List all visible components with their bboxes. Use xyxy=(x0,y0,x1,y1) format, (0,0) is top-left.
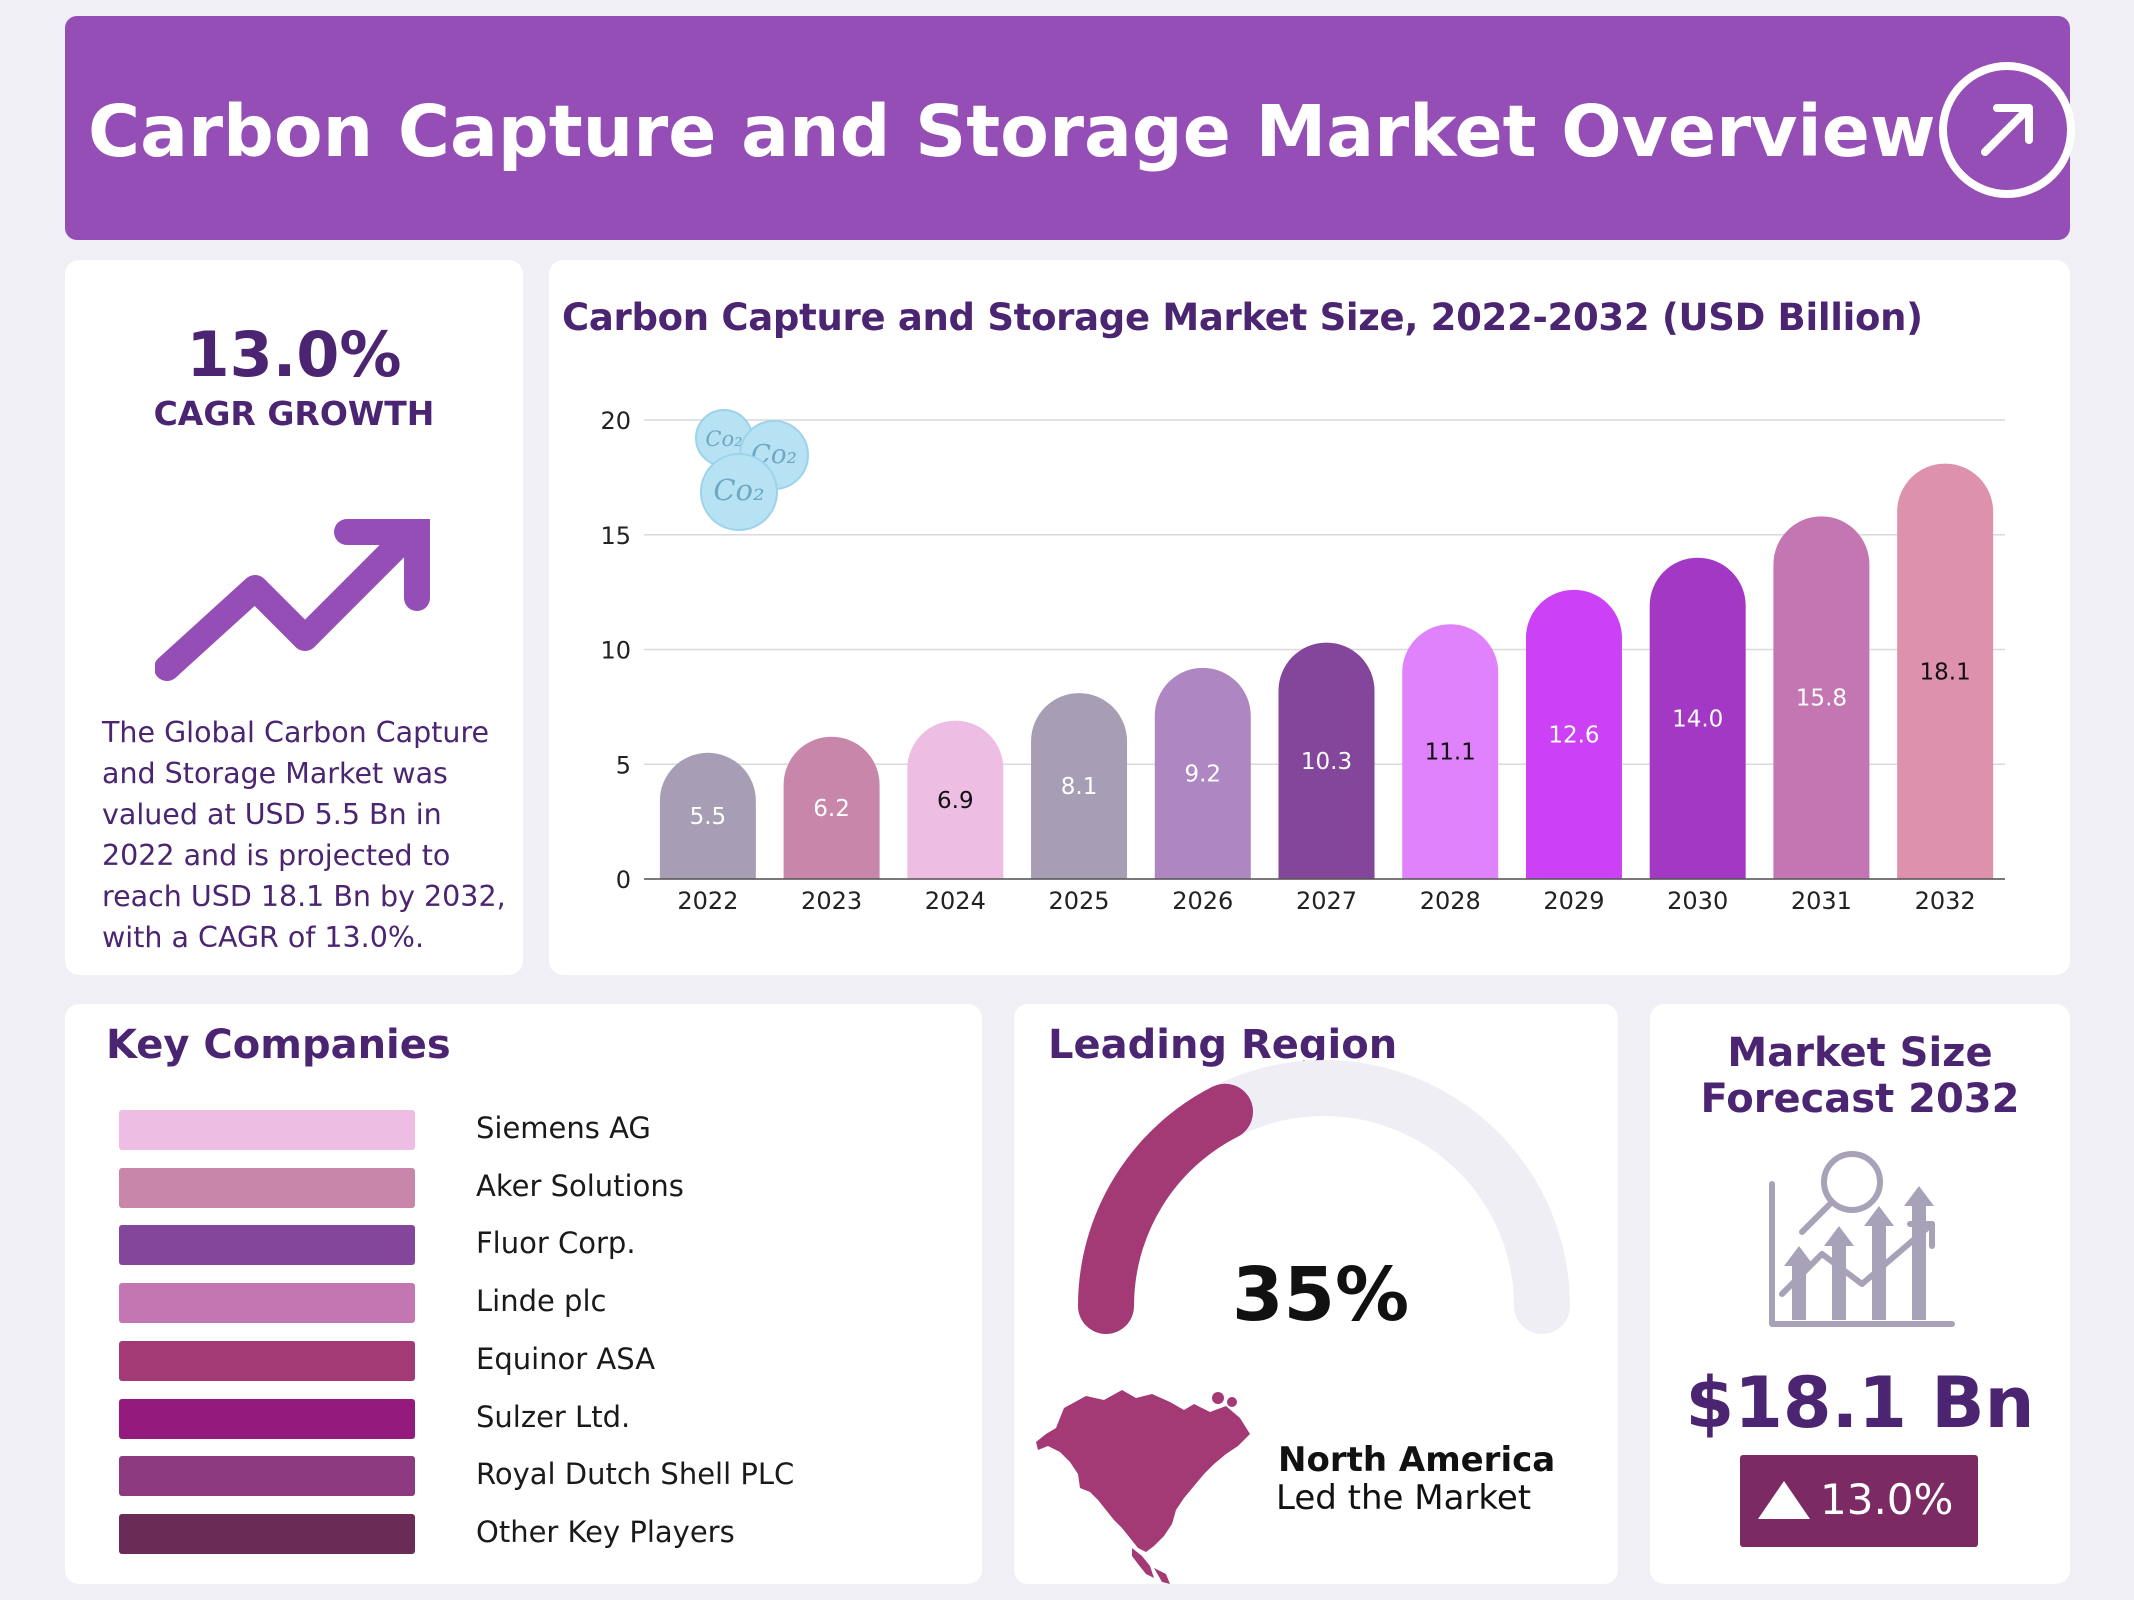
company-color-bar xyxy=(119,1340,415,1381)
company-color-bar xyxy=(119,1456,415,1497)
x-tick-label: 2030 xyxy=(1667,887,1728,915)
bubble-glyph: Co₂ xyxy=(713,473,764,507)
company-name: Equinor ASA xyxy=(476,1341,656,1376)
bar-value-label: 10.3 xyxy=(1301,749,1352,775)
bar-2022 xyxy=(659,752,756,879)
cagr-value: 13.0% xyxy=(186,318,402,391)
region-gauge xyxy=(1036,1060,1570,1584)
y-tick-label: 5 xyxy=(616,751,631,779)
growth-badge: 13.0% xyxy=(1740,1455,1978,1547)
north-america-map-icon xyxy=(1036,1390,1250,1584)
y-tick-label: 15 xyxy=(600,522,631,550)
key-companies-title: Key Companies xyxy=(106,1022,451,1068)
bar-2030 xyxy=(1649,557,1746,879)
company-name: Other Key Players xyxy=(476,1514,735,1549)
region-name: North America xyxy=(1278,1440,1556,1480)
cagr-description: The Global Carbon Capture and Storage Ma… xyxy=(102,716,506,954)
bar-value-label: 14.0 xyxy=(1672,706,1723,732)
x-tick-label: 2032 xyxy=(1915,887,1976,915)
forecast-value: $18.1 Bn xyxy=(1685,1362,2035,1444)
arrow-up-right-icon[interactable] xyxy=(1937,60,2077,200)
forecast-title: Market Size Forecast 2032 xyxy=(1700,1030,2020,1122)
company-name: Siemens AG xyxy=(476,1111,651,1145)
company-name: Sulzer Ltd. xyxy=(476,1399,631,1434)
x-tick-label: 2028 xyxy=(1420,887,1481,915)
bar-2026 xyxy=(1154,667,1251,879)
y-tick-label: 0 xyxy=(616,866,631,894)
trend-line xyxy=(155,525,418,681)
bar-2029 xyxy=(1525,589,1622,879)
company-color-bar xyxy=(119,1513,415,1554)
forecast-card: Market Size Forecast 2032 $18.1 Bn 13.0% xyxy=(1650,1004,2070,1584)
company-color-bar xyxy=(119,1283,415,1324)
growth-badge-value: 13.0% xyxy=(1820,1475,1954,1524)
x-tick-label: 2026 xyxy=(1172,887,1233,915)
market-size-bar-chart: 0 5 10 15 20 5.5 2022 6.2 2023 6.9 2024 8.1 2025 9.2 2… xyxy=(600,407,2005,915)
bar-value-label: 8.1 xyxy=(1061,774,1098,800)
bar-value-label: 12.6 xyxy=(1548,722,1599,748)
bar-2028 xyxy=(1402,624,1499,879)
bar-2032 xyxy=(1897,463,1994,879)
cagr-card: 13.0% CAGR GROWTH The Global Carbon Capt… xyxy=(65,260,523,975)
bar-value-label: 5.5 xyxy=(690,804,727,830)
company-name: Fluor Corp. xyxy=(476,1226,636,1261)
header-banner: Carbon Capture and Storage Market Overvi… xyxy=(65,16,2075,240)
company-name: Aker Solutions xyxy=(476,1168,684,1203)
y-tick-label: 20 xyxy=(600,407,631,435)
company-color-bar xyxy=(119,1225,415,1266)
gauge-arc xyxy=(1078,1083,1254,1334)
bar-value-label: 15.8 xyxy=(1796,686,1847,712)
bar-value-label: 6.9 xyxy=(937,788,974,814)
cagr-label: CAGR GROWTH xyxy=(153,394,435,433)
bar-2031 xyxy=(1773,516,1870,879)
region-subtitle: Led the Market xyxy=(1276,1478,1532,1518)
company-name: Linde plc xyxy=(476,1284,607,1319)
company-color-bar xyxy=(119,1167,415,1208)
bar-2027 xyxy=(1278,642,1375,879)
growth-analysis-icon xyxy=(1769,1151,1955,1327)
bubble-glyph: Co₂ xyxy=(705,427,742,451)
leading-region-title: Leading Region xyxy=(1048,1022,1398,1068)
page-title: Carbon Capture and Storage Market Overvi… xyxy=(88,90,1936,173)
bubble xyxy=(700,453,778,531)
x-tick-label: 2031 xyxy=(1791,887,1852,915)
bar-value-label: 18.1 xyxy=(1920,659,1971,685)
y-tick-label: 10 xyxy=(600,637,631,665)
x-tick-label: 2029 xyxy=(1543,887,1604,915)
bar-value-label: 11.1 xyxy=(1425,740,1476,766)
x-tick-label: 2024 xyxy=(925,887,986,915)
company-name: Royal Dutch Shell PLC xyxy=(476,1457,795,1492)
key-companies-card: Key Companies Siemens AG Aker Solutions Fl… xyxy=(65,1004,982,1584)
x-tick-label: 2022 xyxy=(677,887,738,915)
bar-2024 xyxy=(907,720,1004,879)
trend-arrowhead xyxy=(334,519,430,611)
company-color-bar xyxy=(119,1110,415,1150)
bar-value-label: 9.2 xyxy=(1184,761,1221,787)
triangle-up-icon xyxy=(1758,1481,1810,1519)
x-tick-label: 2027 xyxy=(1296,887,1357,915)
region-share-percent: 35% xyxy=(1232,1252,1410,1338)
bar-2023 xyxy=(783,736,880,879)
company-color-bar xyxy=(119,1398,415,1439)
chart-title: Carbon Capture and Storage Market Size, … xyxy=(562,296,1923,339)
bar-2025 xyxy=(1031,693,1128,879)
x-tick-label: 2025 xyxy=(1049,887,1110,915)
trend-up-arrow-icon xyxy=(155,519,430,681)
x-tick-label: 2023 xyxy=(801,887,862,915)
bar-value-label: 6.2 xyxy=(813,796,850,822)
chart-card: Carbon Capture and Storage Market Size, … xyxy=(549,260,2070,975)
leading-region-card: Leading Region 35% North America Led the… xyxy=(1014,1004,1618,1584)
